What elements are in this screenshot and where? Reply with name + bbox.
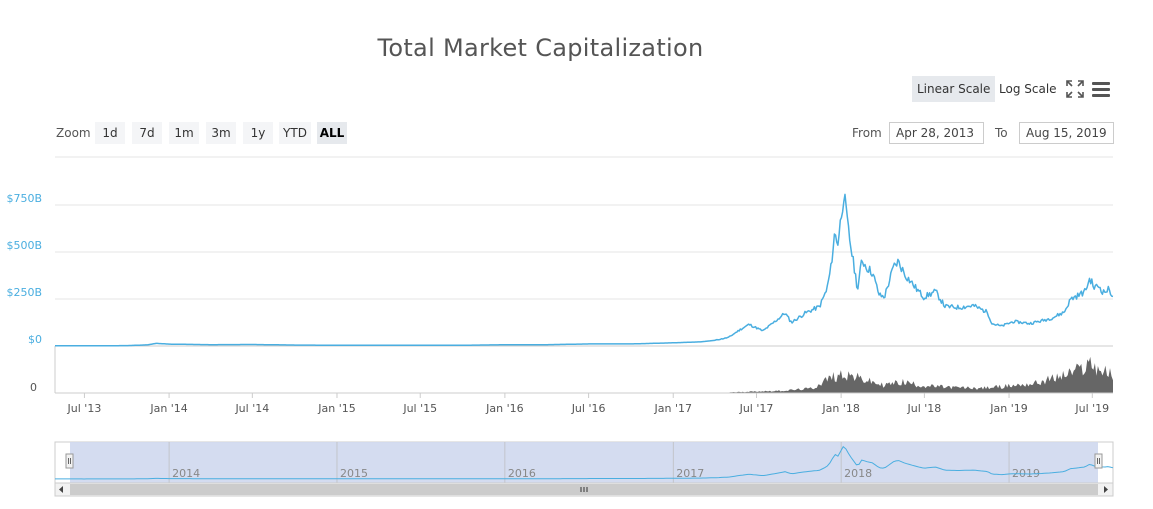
navigator-left-handle[interactable]: [65, 453, 74, 469]
navigator-selection[interactable]: [70, 442, 1098, 483]
scrollbar-grip-icon: [580, 487, 588, 492]
y-tick-label: $500B: [6, 239, 42, 252]
market-cap-line: [55, 193, 1114, 347]
x-tick-label: Jan '15: [317, 402, 355, 415]
scroll-left-arrow-icon[interactable]: [59, 486, 63, 493]
to-date-input[interactable]: Aug 15, 2019: [1019, 122, 1114, 144]
x-tick-label: Jan '19: [989, 402, 1027, 415]
x-tick-label: Jul '16: [571, 402, 606, 415]
zoom-1y-button[interactable]: 1y: [243, 122, 273, 144]
x-tick-label: Jan '18: [821, 402, 859, 415]
zoom-ytd-button[interactable]: YTD: [279, 122, 311, 144]
y-tick-label: $0: [28, 333, 42, 346]
navigator-tick-label: 2016: [508, 467, 536, 480]
x-tick-label: Jul '13: [67, 402, 102, 415]
zoom-3m-button[interactable]: 3m: [206, 122, 236, 144]
zoom-label: Zoom: [56, 126, 91, 140]
x-tick-label: Jul '19: [1074, 402, 1109, 415]
zoom-1d-button[interactable]: 1d: [95, 122, 125, 144]
log-scale-button[interactable]: Log Scale: [999, 82, 1057, 96]
x-tick-label: Jul '18: [907, 402, 942, 415]
linear-scale-button[interactable]: Linear Scale: [912, 76, 996, 102]
from-date-input[interactable]: Apr 28, 2013: [889, 122, 984, 144]
x-tick-label: Jul '17: [739, 402, 774, 415]
navigator-tick-label: 2018: [844, 467, 872, 480]
x-tick-label: Jul '15: [402, 402, 437, 415]
navigator-tick-label: 2015: [340, 467, 368, 480]
to-label: To: [995, 126, 1008, 140]
navigator-tick-label: 2014: [172, 467, 200, 480]
chart-title: Total Market Capitalization: [377, 34, 704, 62]
fullscreen-icon[interactable]: [1066, 80, 1084, 98]
y-tick-label: $250B: [6, 286, 42, 299]
volume-tick-label: 0: [30, 381, 37, 394]
navigator-tick-label: 2017: [676, 467, 704, 480]
navigator-line: [55, 445, 1114, 480]
x-tick-label: Jan '14: [149, 402, 187, 415]
zoom-1m-button[interactable]: 1m: [169, 122, 199, 144]
menu-icon[interactable]: [1092, 81, 1110, 97]
x-tick-label: Jul '14: [234, 402, 269, 415]
x-tick-label: Jan '17: [653, 402, 691, 415]
from-label: From: [852, 126, 882, 140]
navigator-right-handle[interactable]: [1094, 453, 1103, 469]
y-tick-label: $750B: [6, 192, 42, 205]
volume-area: [55, 356, 1113, 393]
scroll-right-arrow-icon[interactable]: [1104, 486, 1108, 493]
x-tick-label: Jan '16: [485, 402, 523, 415]
zoom-all-button[interactable]: ALL: [317, 122, 347, 144]
zoom-7d-button[interactable]: 7d: [132, 122, 162, 144]
